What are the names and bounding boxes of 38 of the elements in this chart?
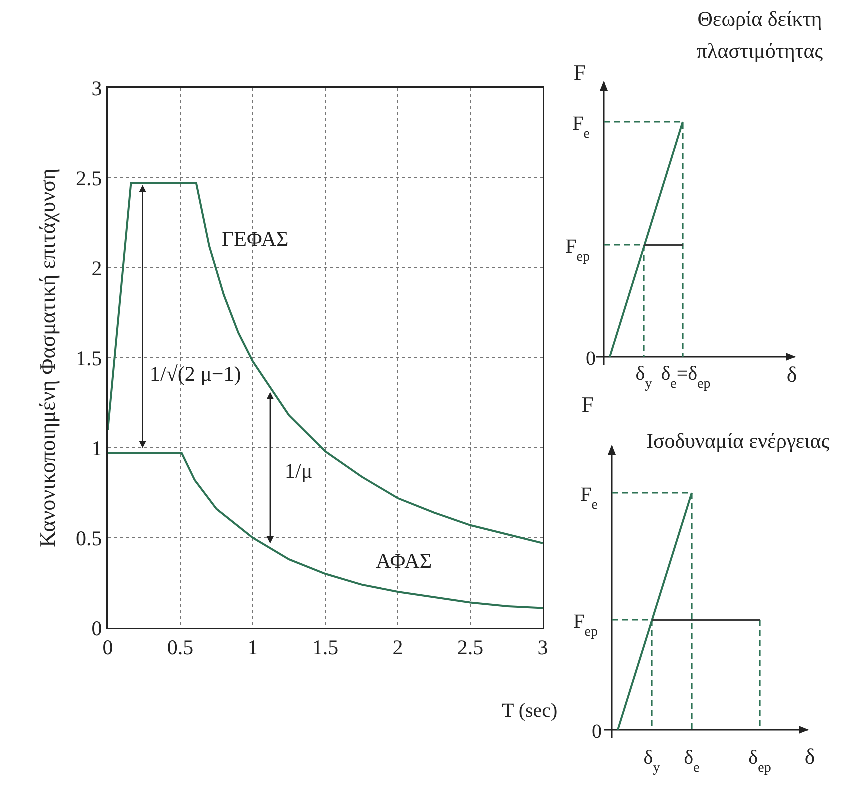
x-tick-label: 1.5 <box>312 636 339 660</box>
text: δ$_{e}$=δ$_{ep}$ <box>661 363 711 392</box>
y-tick-label: 1.5 <box>76 346 102 370</box>
text: F <box>574 60 586 85</box>
y-tick-label: 2 <box>92 256 102 280</box>
x-axis-title: T (sec) <box>502 700 558 722</box>
line-series <box>108 452 543 610</box>
text: 0 <box>586 348 596 370</box>
x-tick-label: 3 <box>538 636 548 660</box>
x-tick-label: 2.5 <box>457 636 484 660</box>
y-tick-label: 0 <box>92 616 102 640</box>
y-tick-label: 1 <box>92 436 102 460</box>
text: F$_{e}$ <box>580 484 598 512</box>
x-tick-label: 2 <box>392 636 404 660</box>
x-tick-label: 1 <box>248 636 258 660</box>
text: F$_{ep}$ <box>574 611 598 640</box>
text: 0 <box>592 721 602 743</box>
text: δ$_{y}$ <box>644 747 660 776</box>
y-tick-label: 2.5 <box>76 166 102 190</box>
text: δ$_{y}$ <box>636 363 652 392</box>
text: F$_{ep}$ <box>566 236 590 264</box>
text: δ$_{e}$ <box>684 747 700 776</box>
text: δ <box>786 362 798 387</box>
annotation: ΓΕΦΑΣ <box>222 227 289 251</box>
annotation: ΑΦΑΣ <box>376 549 432 573</box>
text: Ισοδυναμία ενέργειας <box>646 429 830 453</box>
text: Θεωρία δείκτη πλαστιμότητας <box>696 7 824 63</box>
line-series <box>108 182 543 544</box>
text: δ <box>804 744 816 769</box>
annotation: 1/μ <box>285 459 313 483</box>
y-tick-label: 0.5 <box>76 526 102 550</box>
x-tick-label: 0.5 <box>167 636 194 660</box>
text: F <box>582 392 594 417</box>
y-axis-title: Κανονικοποιημένη Φασματική επιτάχυνση <box>35 168 60 548</box>
text: δ$_{ep}$ <box>748 747 772 776</box>
y-tick-label: 3 <box>92 76 102 100</box>
annotation: 1/√(2 μ−1) <box>150 362 242 386</box>
text: F$_{e}$ <box>572 113 590 142</box>
